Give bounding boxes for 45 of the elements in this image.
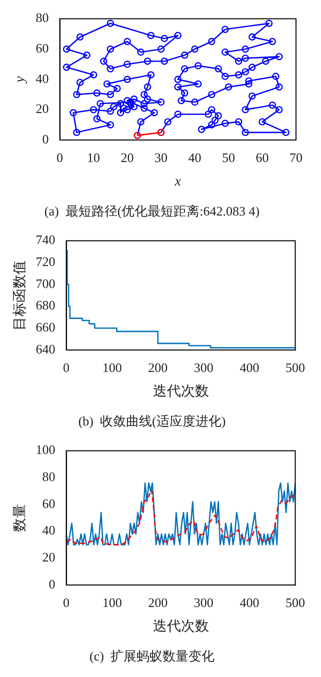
x-tick-label: 0	[63, 595, 70, 610]
y-tick-label: 80	[36, 10, 49, 26]
y-tick-label: 700	[36, 276, 56, 291]
x-tick-label: 200	[148, 595, 168, 610]
x-tick-label: 30	[154, 150, 168, 166]
y-tick-label: 640	[36, 341, 56, 356]
x-axis-title: 迭代次数	[152, 618, 209, 635]
y-tick-label: 40	[42, 522, 56, 538]
x-tick-label: 400	[240, 595, 260, 610]
y-tick-label: 740	[36, 232, 56, 248]
x-tick-label: 200	[148, 360, 168, 376]
x-tick-label: 0	[63, 360, 70, 376]
text: (c) 扩展蚂蚁数量变化	[90, 648, 214, 664]
y-tick-label: 80	[42, 469, 56, 484]
text: (a) 最短路径(优化最短距离:642.083 4)	[44, 204, 260, 219]
x-tick-label: 60	[256, 150, 269, 166]
y-tick-label: 60	[42, 496, 56, 511]
x-tick-label: 300	[194, 360, 214, 376]
y-tick-label: 100	[36, 442, 56, 458]
y-axis-title: y	[13, 76, 28, 85]
x-axis-title: 迭代次数	[152, 384, 209, 400]
x-axis-title: x	[174, 174, 182, 190]
x-tick-label: 70	[290, 150, 302, 166]
x-tick-label: 10	[87, 150, 100, 166]
y-tick-label: 60	[36, 40, 49, 56]
y-axis-title: 目标函数值	[12, 260, 28, 330]
x-tick-label: 500	[286, 360, 305, 376]
x-tick-label: 500	[286, 595, 305, 610]
y-tick-label: 20	[42, 550, 56, 565]
x-tick-label: 100	[102, 360, 122, 376]
x-tick-label: 100	[102, 595, 122, 610]
y-tick-label: 40	[36, 70, 49, 86]
x-tick-label: 40	[188, 150, 202, 166]
y-tick-label: 0	[42, 131, 49, 146]
x-tick-label: 20	[120, 150, 134, 166]
y-tick-label: 0	[48, 576, 56, 592]
y-tick-label: 680	[36, 298, 56, 313]
y-axis-title: 数量	[12, 504, 28, 532]
x-tick-label: 400	[240, 360, 260, 376]
y-tick-label: 660	[36, 320, 56, 335]
x-tick-label: 50	[222, 150, 236, 166]
x-tick-label: 300	[194, 595, 214, 610]
text: (b) 收敛曲线(适应度进化)	[78, 414, 226, 429]
y-tick-label: 720	[36, 254, 56, 270]
y-tick-label: 20	[36, 101, 49, 116]
